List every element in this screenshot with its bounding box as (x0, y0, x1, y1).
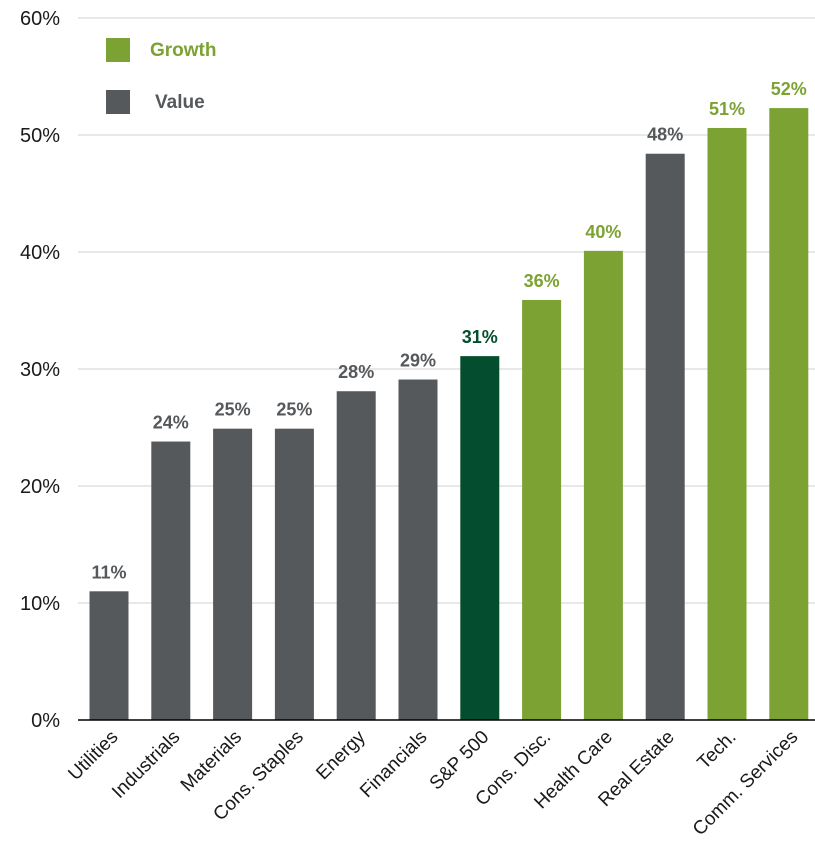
bar (151, 441, 191, 720)
bar (522, 299, 562, 720)
y-tick-label: 60% (20, 8, 60, 30)
data-label: 51% (709, 99, 745, 119)
data-label: 29% (400, 351, 436, 371)
y-tick-label: 10% (20, 593, 60, 615)
data-labels: 11% 24% 25% 25% 28% 29% 31% 36% 40% 48% 51% 52% (91, 79, 806, 582)
bar (274, 428, 314, 720)
legend-growth-swatch (106, 38, 130, 62)
bar (707, 127, 747, 721)
y-tick-label: 40% (20, 242, 60, 264)
bar (460, 356, 500, 720)
data-label: 36% (524, 271, 560, 291)
category-label: Industrials (108, 727, 184, 803)
data-label: 11% (91, 562, 126, 582)
bar (89, 591, 129, 720)
category-label: Financials (356, 727, 431, 802)
legend-value-swatch (106, 90, 130, 114)
bar (769, 108, 809, 721)
legend: Growth Value (106, 38, 217, 114)
data-label: 24% (153, 413, 189, 433)
y-tick-label: 0% (31, 710, 60, 732)
bar (213, 428, 253, 720)
bar (645, 153, 685, 721)
bar (336, 391, 376, 720)
gridlines (78, 17, 815, 604)
data-label: 52% (771, 79, 807, 99)
legend-growth-label: Growth (150, 40, 217, 61)
data-label: 31% (462, 327, 498, 347)
bar (398, 379, 438, 720)
data-label: 25% (215, 400, 251, 420)
y-tick-label: 50% (20, 125, 60, 147)
data-label: 28% (338, 362, 374, 382)
y-axis-ticks: 0% 10% 20% 30% 40% 50% 60% (20, 8, 60, 732)
y-tick-label: 20% (20, 476, 60, 498)
category-label: Tech. (694, 727, 741, 774)
bar (583, 250, 623, 720)
legend-value-label: Value (155, 92, 205, 113)
y-tick-label: 30% (20, 359, 60, 381)
data-label: 25% (276, 400, 312, 420)
data-label: 40% (585, 222, 621, 242)
category-label: Utilities (64, 727, 122, 785)
category-label: Energy (312, 726, 370, 784)
category-label: Comm. Services (689, 727, 802, 840)
bars (89, 108, 809, 721)
data-label: 48% (647, 125, 683, 145)
